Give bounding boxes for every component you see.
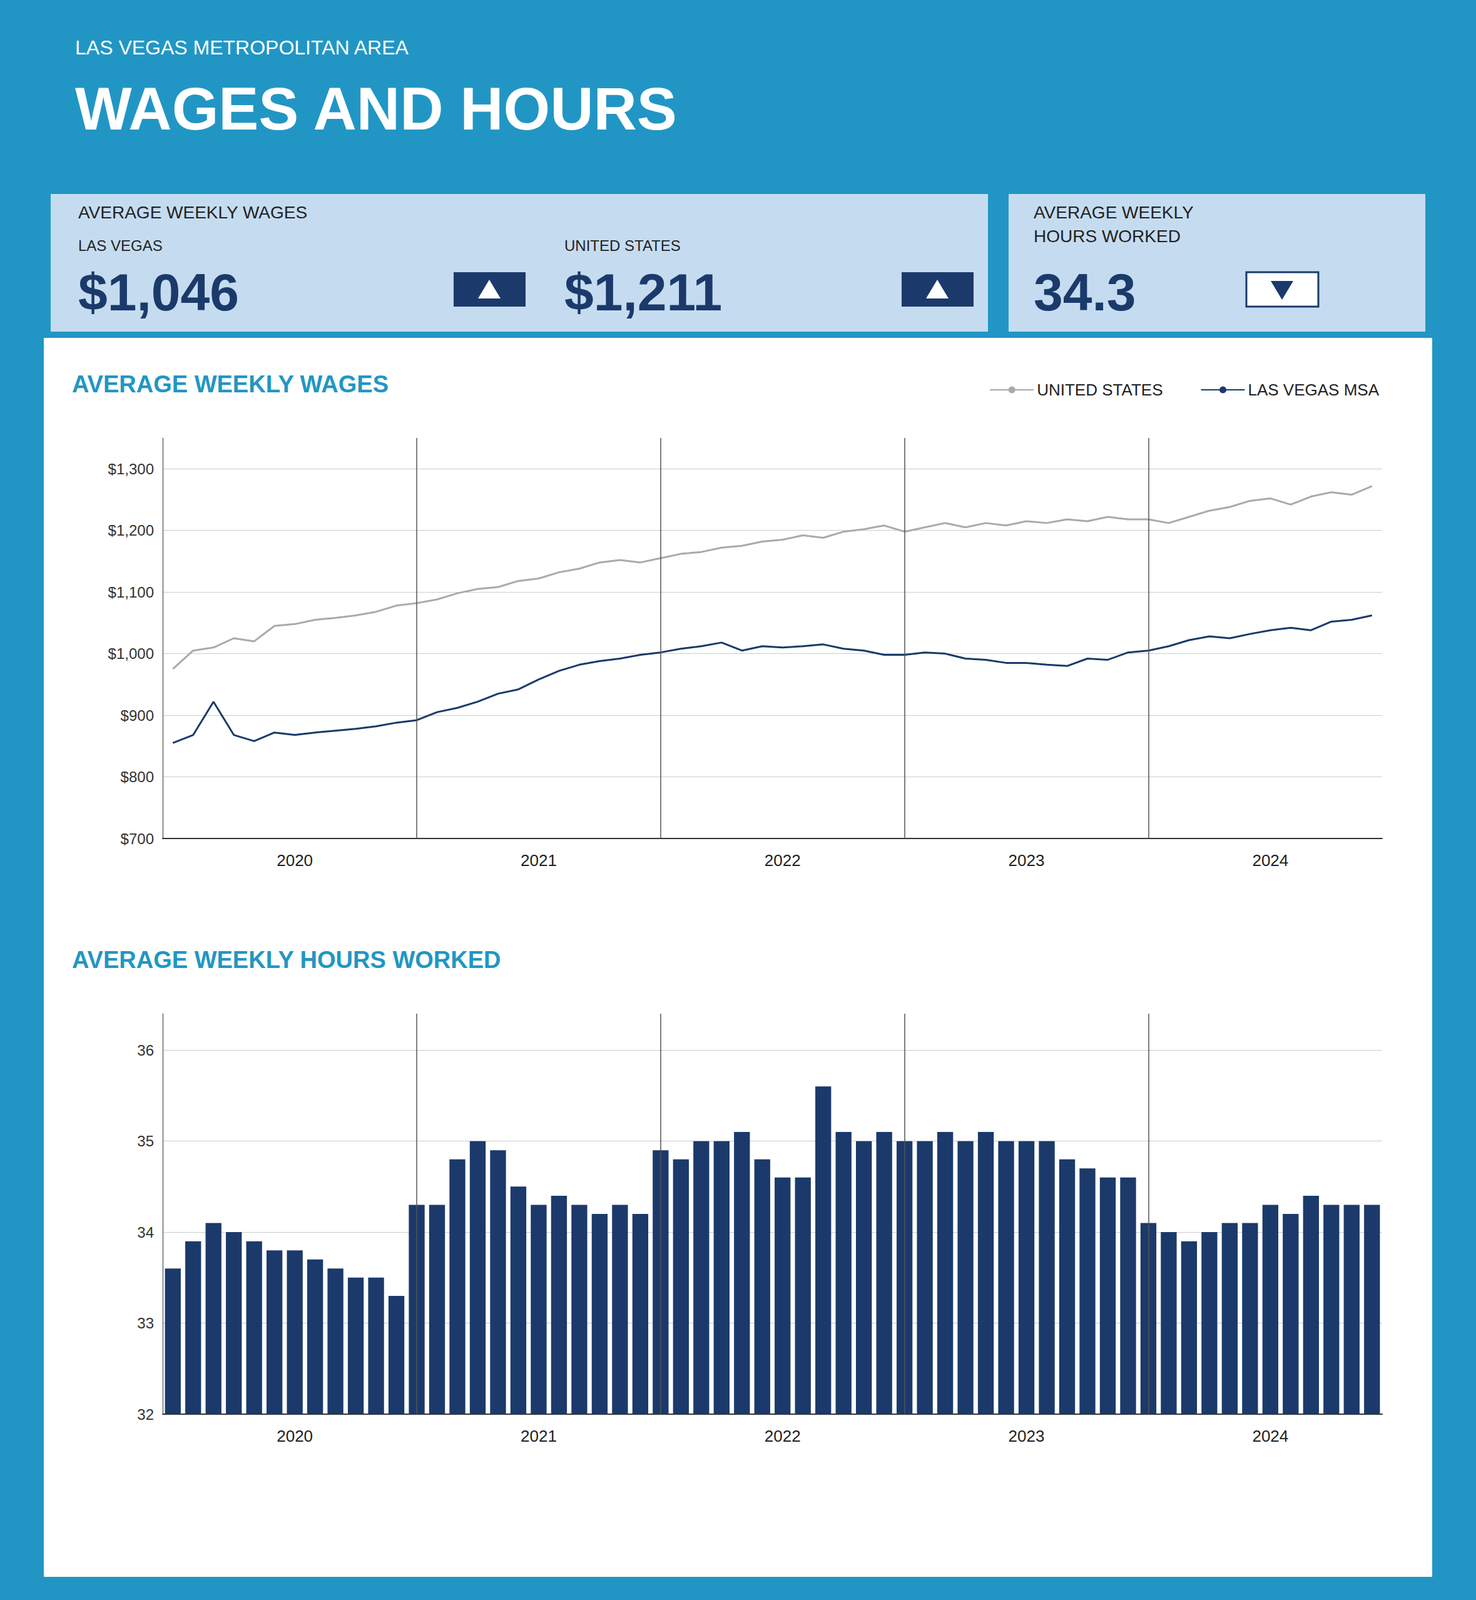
svg-text:WAGES AND HOURS: WAGES AND HOURS [75, 75, 677, 143]
svg-text:34: 34 [137, 1223, 154, 1241]
svg-text:36: 36 [137, 1041, 154, 1059]
svg-text:2020: 2020 [276, 850, 313, 870]
svg-text:AVERAGE WEEKLY WAGES: AVERAGE WEEKLY WAGES [71, 371, 389, 398]
svg-text:LAS VEGAS: LAS VEGAS [78, 237, 163, 255]
svg-text:2021: 2021 [520, 850, 557, 870]
svg-text:$1,046: $1,046 [78, 262, 240, 322]
svg-text:$800: $800 [120, 768, 154, 786]
svg-text:2022: 2022 [764, 850, 801, 870]
svg-text:2024: 2024 [1252, 1426, 1289, 1446]
svg-text:AVERAGE WEEKLY: AVERAGE WEEKLY [1033, 202, 1194, 223]
svg-text:UNITED STATES: UNITED STATES [1036, 380, 1163, 400]
svg-text:$1,000: $1,000 [108, 645, 154, 662]
svg-text:$1,200: $1,200 [108, 521, 154, 539]
svg-text:33: 33 [137, 1314, 154, 1332]
svg-text:AVERAGE WEEKLY WAGES: AVERAGE WEEKLY WAGES [78, 202, 308, 223]
svg-text:2022: 2022 [764, 1426, 801, 1446]
svg-text:32: 32 [137, 1405, 154, 1423]
svg-text:LAS VEGAS MSA: LAS VEGAS MSA [1247, 380, 1380, 400]
svg-text:AVERAGE WEEKLY HOURS WORKED: AVERAGE WEEKLY HOURS WORKED [71, 946, 501, 973]
svg-text:UNITED STATES: UNITED STATES [564, 237, 681, 255]
svg-text:2024: 2024 [1252, 850, 1289, 870]
svg-text:HOURS WORKED: HOURS WORKED [1033, 226, 1181, 246]
svg-text:LAS VEGAS METROPOLITAN AREA: LAS VEGAS METROPOLITAN AREA [75, 36, 410, 59]
svg-text:$900: $900 [120, 707, 154, 724]
svg-text:34.3: 34.3 [1033, 262, 1137, 322]
svg-text:$1,100: $1,100 [108, 583, 154, 601]
svg-text:$700: $700 [120, 830, 154, 848]
svg-text:2020: 2020 [276, 1426, 313, 1446]
svg-text:$1,300: $1,300 [108, 460, 154, 478]
svg-text:$1,211: $1,211 [564, 262, 723, 322]
svg-text:35: 35 [137, 1132, 154, 1150]
svg-text:2021: 2021 [520, 1426, 557, 1446]
svg-text:2023: 2023 [1008, 850, 1045, 870]
svg-text:2023: 2023 [1008, 1426, 1045, 1446]
